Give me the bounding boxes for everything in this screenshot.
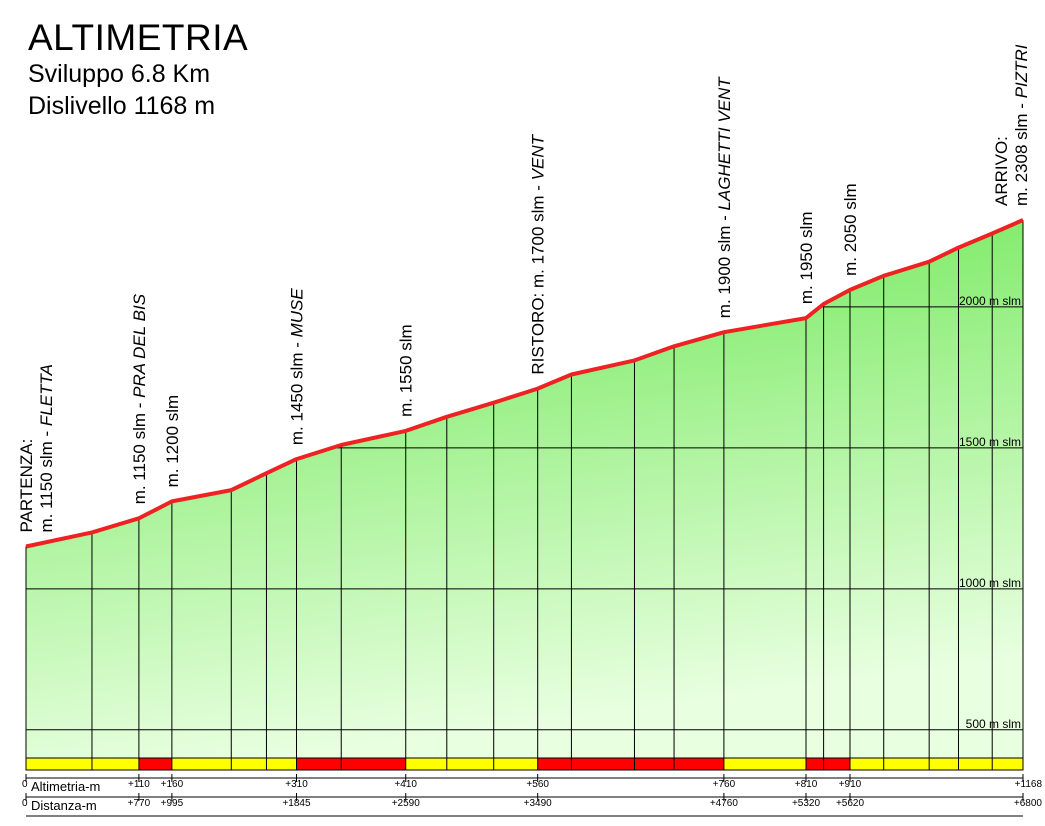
gradient-segment-yellow <box>171 758 297 770</box>
waypoint-place-name: VENT <box>529 133 548 180</box>
waypoint-label: m. 1550 slm <box>397 324 416 417</box>
profile-line <box>25 218 1024 549</box>
waypoint-label: m. 1900 slm - LAGHETTI VENT <box>715 76 734 319</box>
distance-summary: Sviluppo 6.8 Km <box>28 60 211 88</box>
distanza-tick-label: +4760 <box>710 798 739 809</box>
altimetria-row-label: Altimetria-m <box>31 779 100 794</box>
table-rows-layer: Altimetria-m0 +110 +160 +310 +410 +560 +760 +81… <box>22 774 1043 817</box>
elevation-tick-label: 1000 m slm <box>959 576 1021 590</box>
distanza-tick-label: +5620 <box>836 798 865 809</box>
distanza-tick-label: +1845 <box>282 798 311 809</box>
profile-area <box>26 220 1023 758</box>
waypoint-label: ARRIVO: <box>992 136 1011 206</box>
waypoint-label-text: m. 1200 slm <box>163 395 182 488</box>
gradient-segment-red <box>806 758 850 770</box>
waypoint-label: RISTORO: m. 1700 slm - VENT <box>529 133 548 374</box>
elevation-labels-layer: 500 m slm 1000 m slm 1500 m slm 2000 m slm <box>959 294 1021 731</box>
elevation-tick-label: 2000 m slm <box>959 294 1021 308</box>
waypoint-label-text: m. 1550 slm <box>397 324 416 417</box>
waypoint-label-text: RISTORO: m. 1700 slm - <box>529 180 548 374</box>
altimetria-tick-label: +410 <box>394 779 417 790</box>
altimetria-tick-label: +110 <box>128 779 150 790</box>
waypoint-label: m. 1200 slm <box>163 395 182 488</box>
altimetria-tick-label: +810 <box>795 779 818 790</box>
distanza-tick-label: +995 <box>161 798 184 809</box>
gradient-segment-red <box>537 758 724 770</box>
chart-header: ALTIMETRIA Sviluppo 6.8 Km Dislivello 11… <box>28 18 248 122</box>
altimetria-tick-label: +1168 <box>1015 779 1043 790</box>
waypoint-label: m. 2308 slm - PIZTRI <box>1012 44 1031 206</box>
altimetria-tick-label: +160 <box>161 779 184 790</box>
waypoint-label-text: PARTENZA: <box>17 439 36 533</box>
waypoint-label-text: m. 1450 slm - <box>288 337 307 445</box>
waypoint-label: m. 2050 slm <box>841 183 860 276</box>
gradient-segment-yellow <box>26 758 139 770</box>
waypoint-label-text: m. 1950 slm <box>797 212 816 305</box>
waypoint-label-text: m. 1150 slm - <box>130 398 149 504</box>
gradient-segment-red <box>138 758 172 770</box>
gradient-bar-layer <box>25 757 1024 771</box>
elevation-gain-summary: Dislivello 1168 m <box>28 92 216 120</box>
waypoint-place-name: LAGHETTI VENT <box>715 76 734 211</box>
altimetria-tick-label: +560 <box>526 779 549 790</box>
chart-title: ALTIMETRIA <box>28 17 249 58</box>
waypoint-label-text: m. 1150 slm - <box>37 426 56 532</box>
distanza-tick-label: +6800 <box>1014 798 1043 809</box>
waypoint-place-name: FLETTA <box>37 364 56 426</box>
waypoint-label: PARTENZA: <box>17 439 36 533</box>
altimetria-tick-label: +310 <box>285 779 308 790</box>
altimetria-tick-label: 0 <box>22 779 28 790</box>
distanza-row-label: Distanza-m <box>31 798 97 813</box>
waypoint-label: m. 1150 slm - PRA DEL BIS <box>130 293 149 504</box>
waypoint-label-text: ARRIVO: <box>992 136 1011 206</box>
distanza-tick-label: +2590 <box>392 798 421 809</box>
profile-line-layer <box>25 218 1024 549</box>
gradient-segment-yellow <box>849 758 1023 770</box>
gradient-segment-red <box>296 758 406 770</box>
altimetria-tick-label: +760 <box>713 779 736 790</box>
distanza-tick-label: +5320 <box>792 798 821 809</box>
waypoint-place-name: PRA DEL BIS <box>130 293 149 398</box>
waypoint-label-text: m. 2050 slm <box>841 183 860 276</box>
waypoint-label-text: m. 2308 slm - <box>1012 98 1031 206</box>
waypoint-label: m. 1150 slm - FLETTA <box>37 364 56 532</box>
elevation-tick-label: 1500 m slm <box>959 435 1021 449</box>
grid-layer <box>25 220 1024 758</box>
distanza-tick-label: +3490 <box>524 798 553 809</box>
waypoint-label-text: m. 1900 slm - <box>715 210 734 318</box>
gradient-bar-frame <box>25 757 1024 771</box>
gradient-segment-yellow <box>723 758 807 770</box>
distanza-tick-label: +770 <box>128 798 151 809</box>
waypoint-label: m. 1450 slm - MUSE <box>288 288 307 445</box>
waypoint-place-name: MUSE <box>288 288 307 338</box>
elevation-tick-label: 500 m slm <box>966 717 1021 731</box>
gradient-segment-yellow <box>405 758 538 770</box>
waypoint-label: m. 1950 slm <box>797 212 816 305</box>
waypoint-place-name: PIZTRI <box>1012 44 1031 98</box>
profile-area-layer <box>26 220 1023 758</box>
altimetria-tick-label: +910 <box>839 779 862 790</box>
distanza-tick-label: 0 <box>22 798 28 809</box>
